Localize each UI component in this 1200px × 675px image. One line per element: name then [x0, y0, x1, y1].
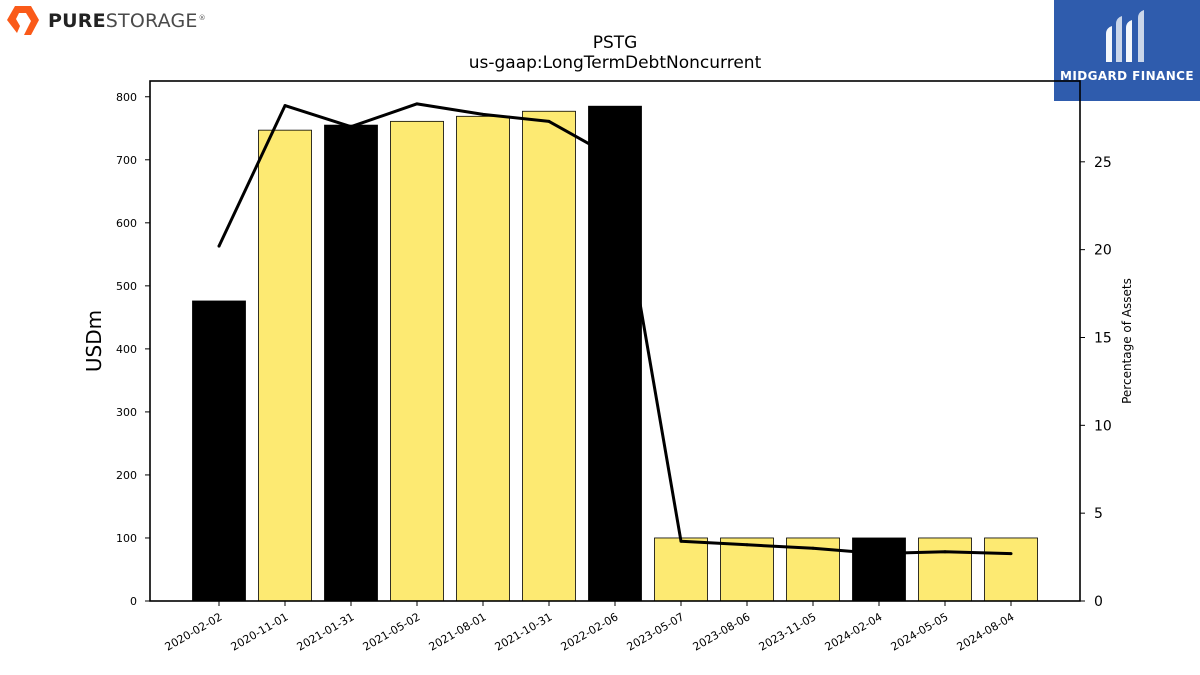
x-tick-label: 2020-11-01 [229, 610, 291, 653]
line-point [745, 543, 749, 547]
x-tick-label: 2024-08-04 [955, 610, 1017, 653]
chart-subtitle: us-gaap:LongTermDebtNoncurrent [469, 53, 762, 73]
bar [192, 300, 246, 602]
line-point [613, 156, 617, 160]
midgard-finance-logo: MIDGARD FINANCE [1054, 0, 1200, 101]
y-tick-label-left: 100 [116, 532, 137, 545]
purestorage-wordmark: PURESTORAGE® [48, 10, 206, 32]
y-tick-label-right: 20 [1094, 243, 1112, 259]
y-tick-label-left: 500 [116, 280, 137, 293]
line-point [283, 104, 287, 108]
x-tick-label: 2021-08-01 [427, 610, 489, 653]
line-point [1009, 552, 1013, 556]
midgard-finance-wordmark: MIDGARD FINANCE [1060, 69, 1194, 83]
y-tick-label-left: 800 [116, 91, 137, 104]
chart-title: PSTG [593, 33, 638, 53]
bar [852, 537, 906, 602]
x-tick-label: 2020-02-02 [163, 610, 225, 653]
x-tick-label: 2022-02-06 [559, 610, 621, 653]
line-point [877, 552, 881, 556]
line-point [481, 112, 485, 116]
bar [720, 537, 774, 602]
bar [258, 129, 312, 602]
y-tick-label-left: 0 [130, 595, 137, 608]
line-point [943, 550, 947, 554]
x-axis: 2020-02-02 2020-11-01 2021-01-31 2021-05-02… [163, 601, 1017, 654]
line-point [811, 546, 815, 550]
x-tick-label: 2021-10-31 [493, 610, 555, 653]
x-tick-label: 2024-05-05 [889, 610, 951, 653]
y-axis-left: 0 100 200 300 400 500 600 700 800 [116, 91, 150, 608]
bar-series [192, 105, 1038, 602]
bar [918, 537, 972, 602]
y-tick-label-left: 400 [116, 343, 137, 356]
y-axis-label-right: Percentage of Assets [1120, 278, 1134, 404]
bar [522, 110, 576, 602]
y-tick-label-left: 600 [116, 217, 137, 230]
line-point [679, 539, 683, 543]
line-point [349, 125, 353, 129]
bar [390, 120, 444, 602]
y-tick-label-left: 700 [116, 154, 137, 167]
bar [456, 115, 510, 602]
bar [324, 124, 378, 602]
y-tick-label-left: 300 [116, 406, 137, 419]
x-tick-label: 2021-01-31 [295, 610, 357, 653]
line-point [217, 244, 221, 248]
line-point [547, 119, 551, 123]
y-tick-label-right: 10 [1094, 418, 1112, 434]
x-tick-label: 2021-05-02 [361, 610, 423, 653]
x-tick-label: 2023-08-06 [691, 610, 753, 653]
y-axis-label-left: USDm [82, 310, 106, 372]
y-tick-label-right: 15 [1094, 330, 1112, 346]
x-tick-label: 2023-05-07 [625, 610, 687, 653]
bar [588, 105, 642, 602]
bar [654, 537, 708, 602]
purestorage-logo-icon [7, 6, 39, 35]
midgard-finance-emblem-icon [1106, 10, 1144, 62]
line-series [217, 102, 1013, 556]
y-tick-label-right: 25 [1094, 155, 1112, 171]
y-tick-label-left: 200 [116, 469, 137, 482]
y-tick-label-right: 0 [1094, 594, 1103, 610]
bar [984, 537, 1038, 602]
line-point [415, 102, 419, 106]
purestorage-logo: PURESTORAGE® [4, 4, 206, 38]
y-axis-right: 0 5 10 15 20 25 [1080, 155, 1112, 610]
x-tick-label: 2024-02-04 [823, 610, 885, 653]
x-tick-label: 2023-11-05 [757, 610, 819, 653]
y-tick-label-right: 5 [1094, 506, 1103, 522]
